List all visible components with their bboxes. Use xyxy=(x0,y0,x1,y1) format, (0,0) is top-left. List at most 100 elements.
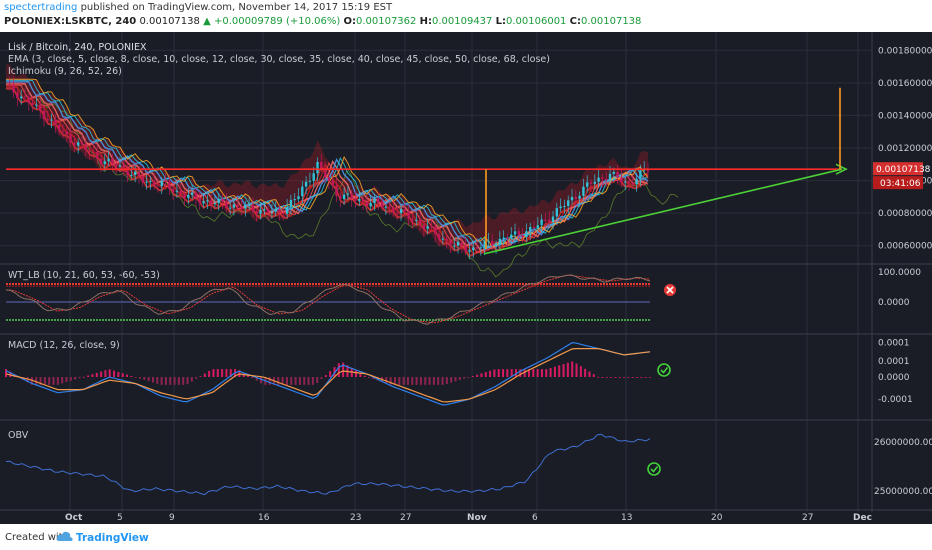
macd-histogram-bar xyxy=(610,377,613,378)
macd-histogram-bar xyxy=(402,377,405,385)
candle-body xyxy=(536,225,540,228)
macd-histogram-bar xyxy=(467,377,470,378)
macd-histogram-bar xyxy=(337,363,340,377)
candle-body xyxy=(365,201,369,207)
obv-legend[interactable]: OBV xyxy=(8,430,29,441)
candle-body xyxy=(384,206,388,208)
macd-tick-label: 0.0000 xyxy=(878,373,910,383)
macd-histogram-bar xyxy=(164,377,167,385)
macd-histogram-bar xyxy=(532,369,535,377)
current-price-badge xyxy=(873,162,923,176)
macd-histogram-bar xyxy=(35,377,38,385)
macd-histogram-bar xyxy=(117,371,120,377)
candle-body xyxy=(460,241,464,246)
candle-body xyxy=(122,165,125,169)
candle-body xyxy=(529,227,532,232)
candle-body xyxy=(361,198,365,202)
macd-histogram-bar xyxy=(428,377,431,385)
macd-histogram-bar xyxy=(398,377,401,385)
candle-body xyxy=(624,181,627,183)
candle-body xyxy=(194,192,198,199)
candle-body xyxy=(304,181,308,187)
candle-body xyxy=(513,231,517,235)
macd-histogram-bar xyxy=(69,377,72,381)
chart-svg[interactable]: 0.00180000 0.00160000 0.00140000 0.00120000… xyxy=(0,32,932,524)
candle-body xyxy=(16,92,19,99)
candle-body xyxy=(369,203,372,207)
red-x-icon-mark xyxy=(666,286,674,294)
macd-histogram-bar xyxy=(389,377,392,385)
macd-histogram-bar xyxy=(160,377,163,385)
candle-body xyxy=(453,245,456,247)
candle-body xyxy=(582,186,585,196)
candle-body xyxy=(350,193,353,199)
macd-histogram-bar xyxy=(437,377,440,385)
candle-body xyxy=(483,241,486,248)
wt-legend[interactable]: WT_LB (10, 21, 60, 53, -60, -53) xyxy=(8,270,160,281)
candle-body xyxy=(335,185,338,196)
candle-body xyxy=(551,216,555,223)
macd-histogram-bar xyxy=(411,377,414,385)
candle-body xyxy=(316,161,319,174)
candle-body xyxy=(639,170,642,179)
candle-body xyxy=(377,198,380,203)
candle-body xyxy=(88,150,91,152)
time-tick-label: 27 xyxy=(802,513,813,523)
macd-histogram-bar xyxy=(247,375,250,377)
macd-histogram-bar xyxy=(441,377,444,385)
candle-body xyxy=(61,130,65,132)
candle-body xyxy=(456,241,460,246)
candle-body xyxy=(141,175,144,183)
candle-body xyxy=(437,234,441,240)
candle-body xyxy=(544,219,547,221)
time-tick-label: Nov xyxy=(467,513,487,523)
macd-histogram-bar xyxy=(74,377,77,380)
green-check-icon-mark xyxy=(660,367,669,374)
macd-histogram-bar xyxy=(506,369,509,377)
macd-histogram-bar xyxy=(368,377,371,378)
candle-body xyxy=(426,226,429,229)
main-legend-title[interactable]: Lisk / Bitcoin, 240, POLONIEX xyxy=(8,42,147,53)
candle-body xyxy=(156,185,160,187)
macd-histogram-bar xyxy=(100,371,103,377)
candle-body xyxy=(236,204,239,207)
macd-histogram-bar xyxy=(454,377,457,382)
macd-histogram-bar xyxy=(82,376,85,378)
ema-legend[interactable]: EMA (3, close, 5, close, 8, close, 10, c… xyxy=(8,54,550,65)
macd-histogram-bar xyxy=(549,368,552,377)
high-value: 0.00109437 xyxy=(431,16,493,27)
tradingview-brand[interactable]: TradingView xyxy=(76,532,149,544)
macd-histogram-bar xyxy=(195,377,198,379)
macd-histogram-bar xyxy=(540,369,543,377)
macd-histogram-bar xyxy=(147,377,150,382)
obv-pane xyxy=(5,433,661,496)
candle-body xyxy=(232,204,236,208)
time-tick-label: 20 xyxy=(711,513,723,523)
macd-histogram-bar xyxy=(216,369,219,377)
macd-histogram-bar xyxy=(406,377,409,385)
candle-body xyxy=(441,238,445,240)
macd-legend[interactable]: MACD (12, 26, close, 9) xyxy=(8,340,120,351)
macd-histogram-bar xyxy=(640,377,643,378)
chart-area[interactable]: 0.00180000 0.00160000 0.00140000 0.00120000… xyxy=(0,32,932,524)
candle-body xyxy=(19,96,23,99)
macd-histogram-bar xyxy=(579,366,582,377)
candle-body xyxy=(168,181,171,189)
candle-body xyxy=(589,182,593,184)
candle-body xyxy=(491,240,494,246)
red-x-icon xyxy=(664,284,676,296)
candle-body xyxy=(206,200,209,202)
ichimoku-legend[interactable]: Ichimoku (9, 26, 52, 26) xyxy=(8,66,122,77)
macd-histogram-bar xyxy=(5,369,7,377)
candle-body xyxy=(76,142,80,146)
author-link[interactable]: spectertrading xyxy=(4,2,78,13)
candle-body xyxy=(525,231,528,238)
candle-body xyxy=(380,202,384,208)
macd-histogram-bar xyxy=(138,377,141,379)
macd-histogram-bar xyxy=(415,377,418,385)
candle-body xyxy=(255,211,258,214)
candle-body xyxy=(510,234,513,239)
candle-body xyxy=(259,209,262,214)
candle-body xyxy=(498,238,502,245)
macd-histogram-bar xyxy=(519,369,522,377)
